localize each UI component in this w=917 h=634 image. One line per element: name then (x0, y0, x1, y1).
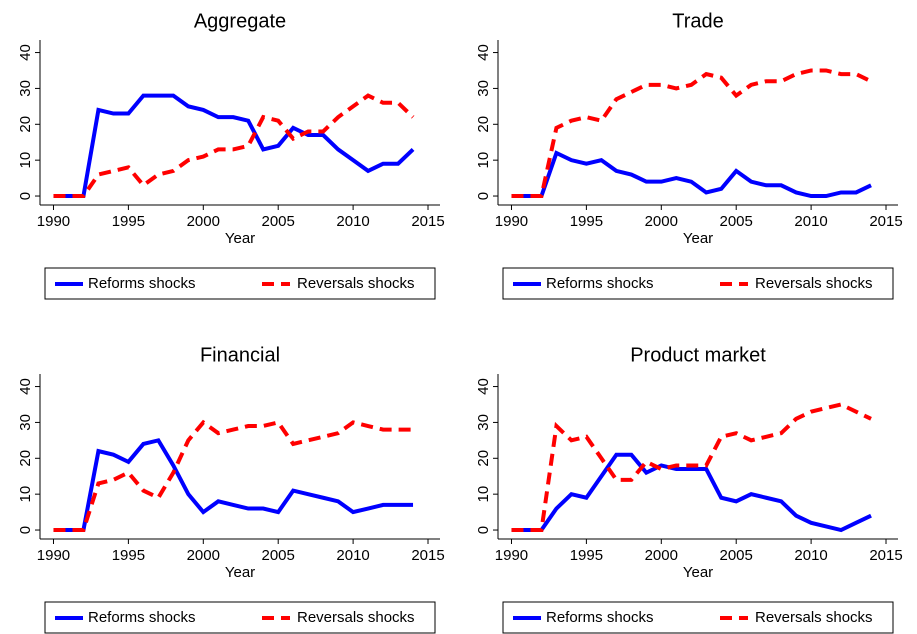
y-tick-label: 20 (475, 450, 492, 467)
x-axis-label: Year (225, 230, 255, 247)
x-tick-label: 2015 (411, 213, 444, 230)
y-tick-label: 40 (475, 44, 492, 61)
x-tick-label: 2010 (336, 213, 369, 230)
y-tick-label: 10 (475, 152, 492, 169)
x-tick-label: 2005 (262, 213, 295, 230)
legend-box (44, 601, 436, 634)
y-tick-label: 30 (17, 414, 34, 431)
x-tick-label: 2000 (187, 547, 220, 564)
x-tick-label: 1995 (570, 213, 603, 230)
y-tick-label: 0 (17, 192, 34, 200)
data-line (511, 150, 872, 199)
y-tick-label: 20 (17, 116, 34, 133)
legend-label: Reversals shocks (297, 275, 415, 292)
x-tick-label: 1990 (495, 213, 528, 230)
legend-label: Reforms shocks (88, 275, 196, 292)
x-tick-label: 2005 (720, 213, 753, 230)
y-tick-label: 30 (475, 414, 492, 431)
x-axis-label: Year (683, 230, 713, 247)
x-tick-label: 2015 (869, 213, 902, 230)
x-tick-label: 2010 (794, 213, 827, 230)
x-axis-label: Year (225, 564, 255, 581)
x-tick-label: 2010 (794, 547, 827, 564)
legend-label: Reversals shocks (297, 609, 415, 626)
legend-box (44, 267, 436, 300)
legend-label: Reforms shocks (88, 609, 196, 626)
legend-label: Reversals shocks (755, 609, 873, 626)
x-tick-label: 1990 (495, 547, 528, 564)
x-tick-label: 2015 (869, 547, 902, 564)
panel-title: Trade (672, 10, 724, 32)
y-tick-label: 0 (475, 526, 492, 534)
data-line (511, 452, 872, 533)
y-tick-label: 30 (475, 80, 492, 97)
y-tick-label: 10 (17, 486, 34, 503)
x-tick-label: 2000 (645, 547, 678, 564)
legend-label: Reforms shocks (546, 609, 654, 626)
x-tick-label: 1995 (112, 213, 145, 230)
x-tick-label: 1990 (37, 547, 70, 564)
data-line (511, 402, 872, 533)
y-tick-label: 20 (475, 116, 492, 133)
legend-box (502, 267, 894, 300)
x-tick-label: 2010 (336, 547, 369, 564)
panel-title: Product market (630, 344, 766, 366)
x-tick-label: 2015 (411, 547, 444, 564)
x-tick-label: 2005 (262, 547, 295, 564)
chart-panel: Product market 0 10 20 30 40 1990 1995 2000 2005 2… (475, 344, 903, 634)
x-tick-label: 1995 (112, 547, 145, 564)
legend-box (502, 601, 894, 634)
y-tick-label: 40 (475, 378, 492, 395)
data-line (53, 93, 415, 199)
y-tick-label: 10 (17, 152, 34, 169)
y-tick-label: 0 (475, 192, 492, 200)
data-line (53, 419, 414, 533)
panel-title: Aggregate (194, 10, 286, 32)
y-tick-label: 40 (17, 44, 34, 61)
x-tick-label: 2000 (187, 213, 220, 230)
panel-title: Financial (200, 344, 280, 366)
y-tick-label: 0 (17, 526, 34, 534)
x-tick-label: 1995 (570, 547, 603, 564)
chart-panel: Aggregate 0 10 20 30 40 1990 1995 2000 2005 2010 20… (17, 10, 445, 300)
data-line (53, 93, 415, 199)
y-tick-label: 20 (17, 450, 34, 467)
x-axis-label: Year (683, 564, 713, 581)
y-tick-label: 10 (475, 486, 492, 503)
x-tick-label: 2005 (720, 547, 753, 564)
legend-label: Reforms shocks (546, 275, 654, 292)
data-line (511, 68, 872, 199)
x-tick-label: 2000 (645, 213, 678, 230)
x-tick-label: 1990 (37, 213, 70, 230)
y-tick-label: 40 (17, 378, 34, 395)
legend-label: Reversals shocks (755, 275, 873, 292)
chart-panel: Trade 0 10 20 30 40 1990 1995 2000 2005 2010 2015 Ye… (475, 10, 903, 300)
data-line (53, 438, 414, 533)
chart-panel: Financial 0 10 20 30 40 1990 1995 2000 2005 2010 20… (17, 344, 445, 634)
y-tick-label: 30 (17, 80, 34, 97)
